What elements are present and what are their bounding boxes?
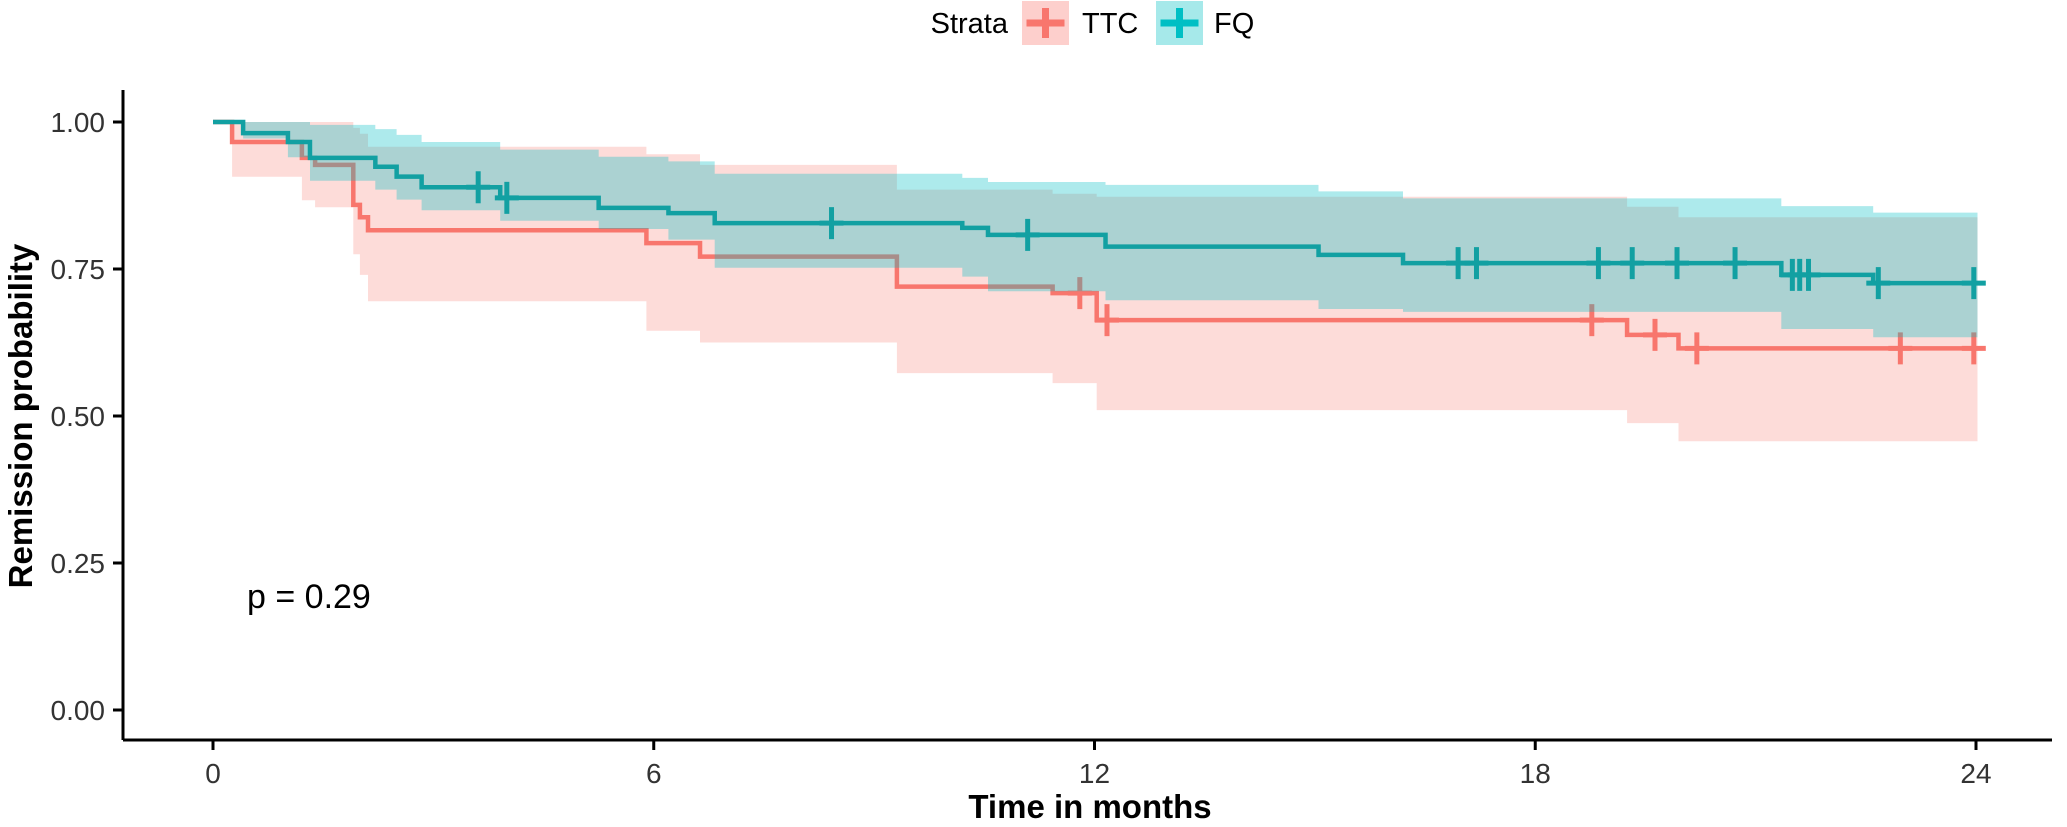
x-tick-label: 6 [646,758,662,789]
censor-plus-icon [1160,8,1199,38]
censor-mark-ttc [1888,332,1913,365]
censor-mark-fq [494,181,519,214]
censor-mark-ttc [1579,304,1604,337]
censor-marks-ttc [1067,277,1986,365]
censor-mark-fq [819,207,844,240]
survival-curve-fq [213,119,1978,286]
censor-mark-fq [1961,267,1986,300]
x-tick-label: 0 [205,758,221,789]
legend-label-ttc: TTC [1082,8,1138,40]
x-axis-title: Time in months [968,788,1211,825]
legend-title: Strata [931,8,1009,40]
y-tick-label: 0.75 [51,254,106,285]
censor-mark-ttc [1094,304,1119,337]
censor-plus-icon-ttc [1026,8,1065,38]
y-tick-label: 0.25 [51,548,106,579]
censor-mark-fq [1620,247,1645,280]
censor-mark-ttc [1642,318,1667,351]
x-axis-ticks: 0 6 12 18 24 [205,740,1992,789]
censor-mark-fq [1586,247,1611,280]
censor-plus-icon [1026,8,1065,38]
censor-mark-ttc [1067,277,1092,310]
censor-mark-ttc [1684,332,1709,365]
p-value-annotation: p = 0.29 [247,578,371,616]
censor-mark-fq [1796,258,1821,291]
y-tick-label: 0.00 [51,695,106,726]
legend: Strata TTC FQ [931,1,1254,45]
censor-mark-fq [1723,247,1748,280]
y-tick-label: 1.00 [51,107,106,138]
censor-mark-fq [1866,267,1891,300]
censor-plus-icon-fq [1160,8,1199,38]
y-tick-label: 0.50 [51,401,106,432]
censor-marks-fq [466,171,1986,300]
y-axis-title: Remission probability [2,243,39,588]
censor-mark-fq [466,171,491,204]
legend-item-ttc: TTC [1022,1,1138,45]
censor-mark-fq [1665,247,1690,280]
series-ttc-layer [213,119,1986,442]
series-fq-layer [213,119,1986,338]
confidence-ribbon-ttc [232,122,1978,442]
confidence-ribbon-fq [243,122,1978,338]
x-tick-label: 24 [1960,758,1991,789]
y-axis-ticks: 0.00 0.25 0.50 0.75 1.00 [51,107,123,726]
censor-mark-ttc [1961,332,1986,365]
legend-item-fq: FQ [1156,1,1254,45]
legend-label-fq: FQ [1214,8,1254,40]
x-tick-label: 18 [1520,758,1551,789]
censor-mark-fq [1015,218,1040,251]
censor-mark-fq [1464,247,1489,280]
x-tick-label: 12 [1079,758,1110,789]
